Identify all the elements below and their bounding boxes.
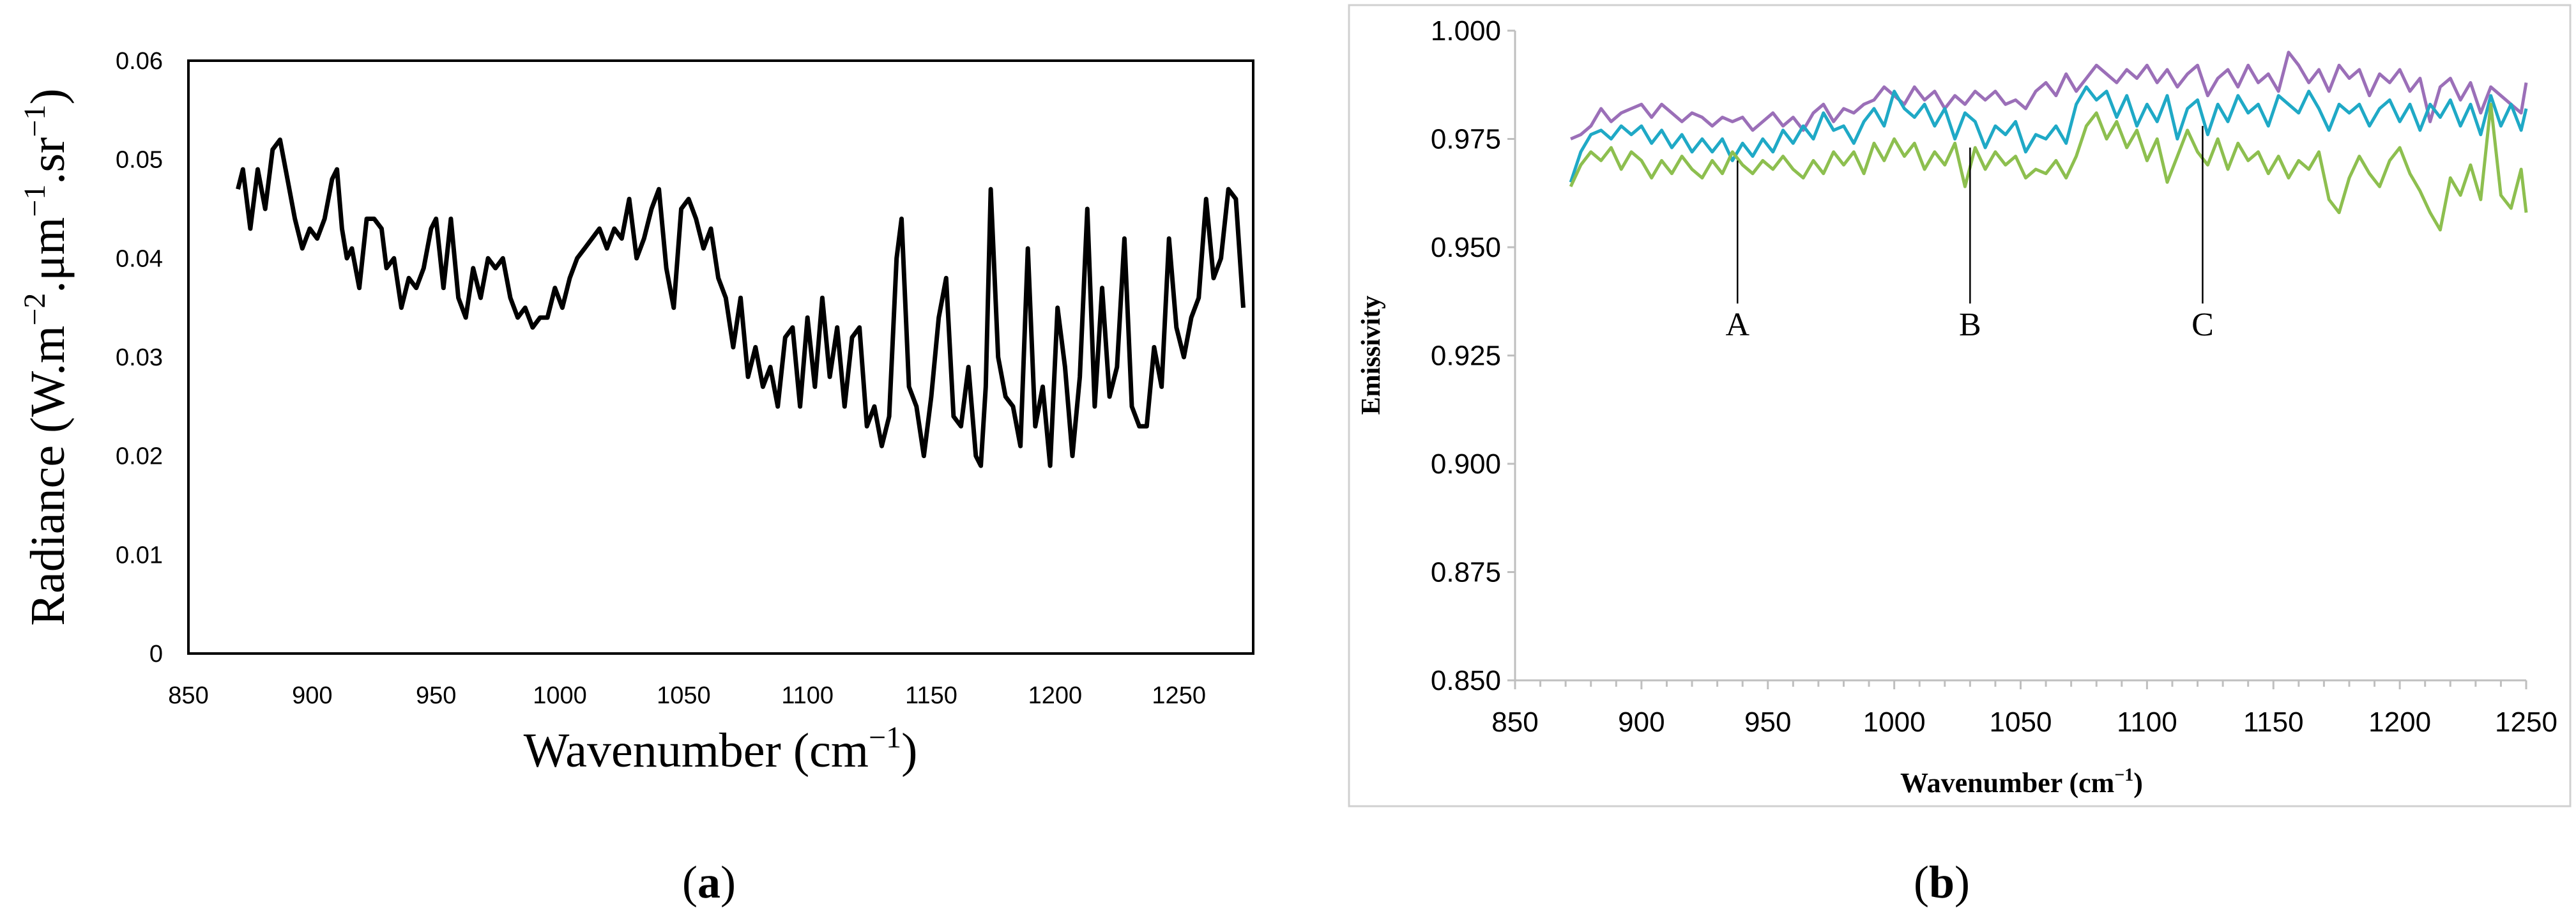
panel-b-y-tick-label: 0.950	[1431, 232, 1501, 263]
panel-a-y-tick-label: 0.02	[116, 443, 163, 470]
panel-a-y-tick-label: 0.05	[116, 147, 163, 174]
panel-a-x-tick-label: 1000	[533, 682, 587, 709]
panel-a-x-tick-label: 1150	[905, 682, 957, 709]
panel-b-series-line-1	[1570, 50, 2528, 141]
panel-b-x-tick-label: 1150	[2243, 707, 2304, 738]
panel-a-x-axis-label: Wavenumber (cm−1)	[524, 721, 918, 777]
panel-a-y-axis-label: Radiance (W.m−2.μm−1.sr−1)	[18, 88, 75, 625]
panel-b-series-line-3	[1569, 102, 2528, 232]
panel-a-x-tick-label: 1100	[781, 682, 834, 709]
panel-a-x-tick-label: 950	[416, 682, 456, 709]
panel-b-x-tick-label: 1050	[1990, 707, 2052, 738]
panel-b-y-axis-label: Emissivity	[1357, 296, 1386, 415]
panel-b-annotation-label: C	[2191, 307, 2214, 343]
panel-b-y-tick-label: 0.875	[1431, 557, 1501, 588]
panel-b-x-tick-label: 850	[1491, 707, 1538, 738]
panel-a-x-tick-label: 1250	[1152, 682, 1206, 709]
panel-a-y-tick-label: 0	[149, 641, 163, 668]
panel-a-x-ticks: 850 900 950 1000 1050 1100 1150 1200 1250	[168, 682, 1206, 709]
panel-b-annotation-label: A	[1725, 307, 1749, 343]
panel-a-y-tick-label: 0.01	[116, 542, 163, 569]
panel-b-y-tick-label: 1.000	[1431, 15, 1501, 47]
panel-b-x-tick-label: 1100	[2117, 707, 2177, 738]
panel-b-caption: (b)	[1914, 857, 1970, 908]
panel-a-y-ticks: 0 0.01 0.02 0.03 0.04 0.05 0.06	[116, 48, 163, 668]
panel-b-outer-frame	[1348, 4, 2572, 807]
panel-b-y-tick-label: 0.850	[1431, 665, 1501, 696]
panel-a-x-tick-label: 1050	[657, 682, 711, 709]
panel-b-y-tick-label: 0.975	[1431, 124, 1501, 155]
panel-b-chart: 0.850 0.875 0.900 0.925 0.950 0.975 1.000 850 9…	[1348, 4, 2572, 908]
panel-b-y-tick-label: 0.900	[1431, 448, 1501, 480]
panel-b-x-tick-label: 900	[1618, 707, 1665, 738]
panel-b-y-tick-label: 0.925	[1431, 340, 1501, 372]
panel-b-x-tick-label: 1000	[1863, 707, 1926, 738]
panel-b-x-tick-label: 1250	[2495, 707, 2557, 738]
panel-b-x-tick-label: 950	[1744, 707, 1791, 738]
panel-a-y-tick-label: 0.04	[116, 245, 163, 272]
panel-a-x-tick-label: 850	[168, 682, 208, 709]
panel-a-x-tick-label: 900	[292, 682, 332, 709]
panel-b-emissivity-lines	[1569, 50, 2528, 232]
panel-a-radiance-line	[236, 137, 1246, 468]
panel-a-x-tick-label: 1200	[1028, 682, 1083, 709]
panel-b-x-tick-label: 1200	[2368, 707, 2431, 738]
panel-a-y-tick-label: 0.03	[116, 344, 163, 371]
panel-a-caption: (a)	[682, 857, 736, 908]
panel-b-x-ticks: 850 900 950 1000 1050 1100 1150 1200 1250	[1491, 680, 2557, 738]
panel-a-chart: 0 0.01 0.02 0.03 0.04 0.05 0.06 850 900 950 1000 1…	[18, 48, 1254, 908]
panel-b-annotation-label: B	[1959, 307, 1981, 343]
panel-a-y-tick-label: 0.06	[116, 48, 163, 75]
panel-b-annotations: A B C	[1725, 126, 2214, 343]
panel-b-y-ticks: 0.850 0.875 0.900 0.925 0.950 0.975 1.000	[1431, 15, 1515, 696]
panel-a-plot-frame	[187, 59, 1254, 655]
panel-b-x-axis-label: Wavenumber (cm−1)	[1900, 765, 2143, 799]
